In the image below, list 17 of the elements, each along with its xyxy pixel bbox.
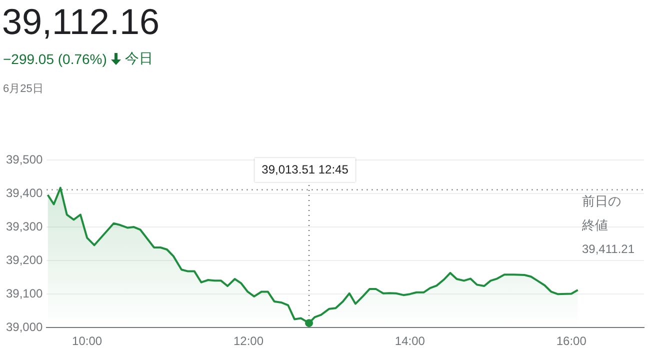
x-tick-label: 16:00 (556, 334, 587, 348)
chart-subtitle: −299.05 (0.76%) (3, 51, 107, 67)
annotation: 39,013.51 12:45 (262, 162, 349, 176)
y-tick-label: 39,500 (6, 152, 44, 166)
annotation: 39,411.21 (582, 242, 635, 256)
text: 6月25日 (3, 82, 44, 96)
y-tick-label: 39,100 (6, 286, 44, 300)
x-tick-label: 10:00 (72, 334, 102, 348)
y-tick-label: 39,000 (6, 320, 44, 334)
y-tick-label: 39,200 (6, 252, 44, 267)
x-tick-label: 12:00 (233, 334, 264, 348)
ref-line-label: 前日の終値 (581, 194, 621, 234)
x-tick-label: 14:00 (394, 334, 426, 348)
y-tick-label: 39,400 (6, 186, 44, 200)
text: 今日 (124, 50, 153, 68)
chart-title: 39,112.16 (2, 1, 160, 42)
y-tick-label: 39,300 (6, 219, 44, 234)
